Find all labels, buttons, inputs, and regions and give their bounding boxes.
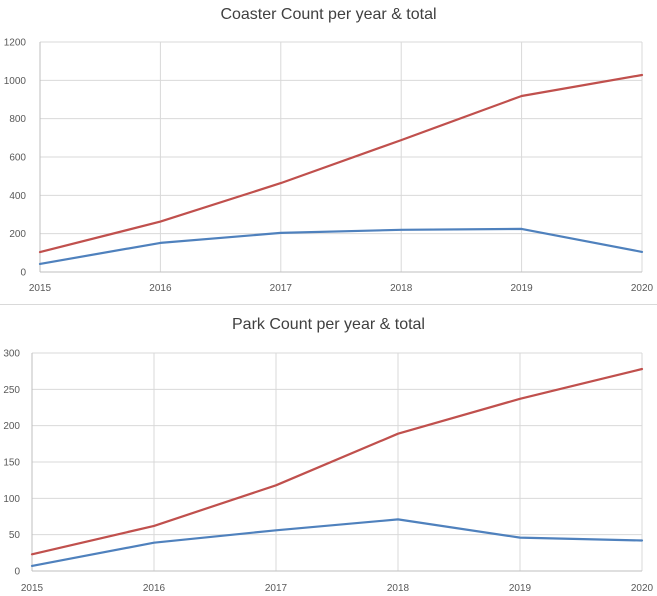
x-tick-label: 2016 bbox=[149, 283, 172, 294]
y-tick-label: 100 bbox=[3, 494, 20, 505]
y-tick-label: 1000 bbox=[4, 76, 27, 87]
series-line-0 bbox=[30, 367, 644, 556]
chart-divider bbox=[0, 304, 657, 305]
x-tick-label: 2018 bbox=[387, 583, 410, 594]
x-tick-label: 2019 bbox=[509, 583, 532, 594]
park-chart: Park Count per year & total 0 50 100 150 200… bbox=[0, 310, 657, 596]
series-line-1 bbox=[30, 518, 644, 567]
series-line-0 bbox=[38, 73, 644, 254]
y-tick-label: 400 bbox=[9, 191, 26, 202]
x-tick-label: 2015 bbox=[29, 283, 52, 294]
x-tick-label: 2020 bbox=[631, 583, 654, 594]
x-tick-label: 2018 bbox=[390, 283, 413, 294]
y-tick-label: 0 bbox=[14, 567, 20, 578]
chart-title: Park Count per year & total bbox=[232, 316, 425, 333]
y-tick-label: 50 bbox=[9, 530, 21, 541]
y-tick-label: 150 bbox=[3, 458, 20, 469]
y-tick-label: 200 bbox=[3, 421, 20, 432]
y-tick-label: 250 bbox=[3, 385, 20, 396]
y-tick-label: 600 bbox=[9, 153, 26, 164]
coaster-chart: Coaster Count per year & total 0 200 400 60… bbox=[4, 6, 654, 295]
x-tick-label: 2017 bbox=[265, 583, 288, 594]
x-tick-label: 2015 bbox=[21, 583, 44, 594]
x-tick-label: 2020 bbox=[631, 283, 654, 294]
x-tick-label: 2016 bbox=[143, 583, 166, 594]
series-line-1 bbox=[38, 227, 644, 265]
y-tick-label: 1200 bbox=[4, 38, 27, 49]
y-tick-label: 300 bbox=[3, 349, 20, 360]
chart-title: Coaster Count per year & total bbox=[220, 6, 437, 23]
y-tick-label: 0 bbox=[20, 268, 26, 279]
park-chart-plot: 0 50 100 150 200 250 300 2015 2016 2017 2018 2019 20… bbox=[3, 349, 654, 595]
x-tick-label: 2019 bbox=[510, 283, 533, 294]
coaster-chart-plot: 0 200 400 600 800 1000 1200 2015 2016 2017 2018 201… bbox=[4, 38, 654, 295]
y-tick-label: 200 bbox=[9, 229, 26, 240]
y-tick-label: 800 bbox=[9, 114, 26, 125]
x-tick-label: 2017 bbox=[270, 283, 293, 294]
